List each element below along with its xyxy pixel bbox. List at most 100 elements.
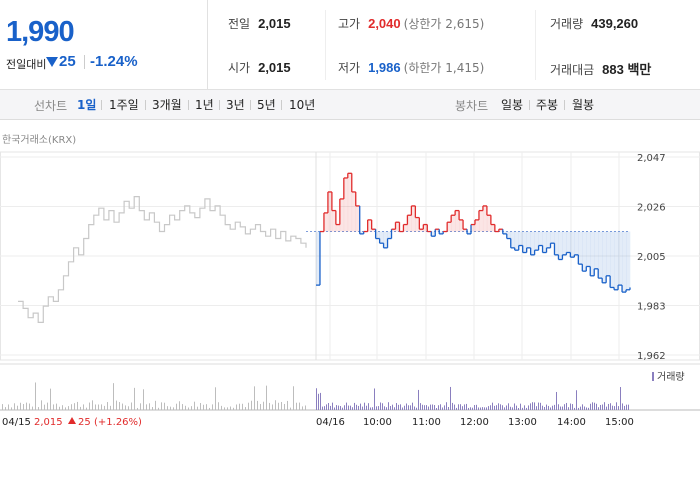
area-segment xyxy=(602,231,607,283)
area-segment xyxy=(411,205,416,232)
volume-bar xyxy=(318,393,319,410)
volume-bar xyxy=(408,405,409,410)
line-chart-label: 선차트 xyxy=(34,99,68,113)
volume-bar xyxy=(456,407,457,410)
tab-3m[interactable]: 3개월 xyxy=(152,98,182,112)
volume-bar xyxy=(478,407,479,410)
volume-bar xyxy=(56,403,57,410)
area-segment xyxy=(395,222,400,232)
current-price: 1,990 xyxy=(6,16,75,48)
volume-bar xyxy=(113,383,114,410)
volume-bar xyxy=(482,407,483,410)
volume-bar xyxy=(41,400,42,410)
volume-bar xyxy=(62,405,63,410)
area-segment xyxy=(618,231,623,286)
volume-bar xyxy=(83,404,84,410)
tab-daily[interactable]: 일봉 xyxy=(501,98,524,112)
volume-bar xyxy=(191,406,192,410)
tab-3y[interactable]: 3년 xyxy=(226,98,245,112)
prev-day-series xyxy=(18,196,307,323)
area-segment xyxy=(423,224,428,232)
volume-bar xyxy=(287,400,288,410)
volume-bar xyxy=(494,405,495,410)
volume-bar xyxy=(450,386,451,410)
area-segment xyxy=(558,231,563,260)
tab-1d[interactable]: 1일 xyxy=(77,98,97,112)
area-segment xyxy=(371,229,376,232)
area-segment xyxy=(379,231,384,244)
area-segment xyxy=(622,231,627,293)
area-segment xyxy=(474,219,480,232)
volume-bar xyxy=(462,406,463,410)
volume-bar xyxy=(296,402,297,410)
y-tick-label: 2,026 xyxy=(637,203,666,214)
tab-separator xyxy=(188,100,189,110)
volume-bar xyxy=(466,403,467,410)
volume-bar xyxy=(620,387,621,410)
area-segment xyxy=(610,231,615,288)
volume-bar xyxy=(534,402,535,410)
volume-bar xyxy=(538,402,539,410)
volume-legend-swatch xyxy=(652,372,654,381)
area-segment xyxy=(359,231,364,234)
volume-bar xyxy=(342,407,343,410)
y-tick-label: 1,962 xyxy=(637,351,666,362)
volume-bar xyxy=(488,406,489,410)
volume-bar xyxy=(568,407,569,410)
stat-open: 시가 2,015 xyxy=(228,59,291,76)
volume-bar xyxy=(376,406,377,410)
volume-bar xyxy=(89,402,90,410)
tab-10y[interactable]: 10년 xyxy=(289,98,316,112)
volume-bar xyxy=(458,404,459,410)
stat-value: 883 백만 xyxy=(602,62,652,77)
volume-bar xyxy=(293,386,294,410)
prev-day-change: 25 xyxy=(78,417,91,428)
volume-bar xyxy=(158,407,159,410)
volume-bar xyxy=(604,402,605,410)
volume-bar xyxy=(510,406,511,410)
volume-bar xyxy=(602,404,603,410)
prev-day-line xyxy=(18,196,307,323)
area-segment xyxy=(626,231,631,290)
tab-1w[interactable]: 1주일 xyxy=(109,98,139,112)
volume-bar xyxy=(442,407,443,410)
price-box: 1,990 전일대비 25 -1.24% xyxy=(0,0,208,90)
volume-bar xyxy=(140,403,141,410)
x-tick-label: 13:00 xyxy=(508,417,537,428)
volume-bar xyxy=(269,402,270,410)
tab-weekly[interactable]: 주봉 xyxy=(536,98,559,112)
tab-1y[interactable]: 1년 xyxy=(195,98,214,112)
area-segment xyxy=(562,231,567,255)
stat-value: 439,260 xyxy=(591,16,639,31)
stat-value: 1,986 xyxy=(368,60,401,75)
area-segment xyxy=(614,231,619,290)
volume-bar xyxy=(324,406,325,410)
volume-bar xyxy=(215,387,216,410)
area-segment xyxy=(490,224,496,232)
volume-bar xyxy=(44,404,45,410)
volume-bar xyxy=(584,406,585,410)
tab-monthly[interactable]: 월봉 xyxy=(572,98,595,112)
volume-bar xyxy=(29,403,30,410)
volume-bar xyxy=(116,400,117,410)
x-tick-label: 15:00 xyxy=(605,417,634,428)
volume-bar xyxy=(227,407,228,410)
volume-bar xyxy=(366,405,367,410)
volume-bar xyxy=(580,406,581,410)
volume-bar xyxy=(422,404,423,410)
volume-bar xyxy=(628,404,629,410)
volume-bar xyxy=(95,404,96,410)
tab-5y[interactable]: 5년 xyxy=(257,98,276,112)
volume-bar xyxy=(233,407,234,410)
volume-bar xyxy=(566,402,567,410)
area-segment xyxy=(327,191,333,232)
area-segment xyxy=(419,229,424,232)
volume-bar xyxy=(245,407,246,410)
stat-sub: (하한가 1,415) xyxy=(403,61,485,75)
volume-bar xyxy=(155,400,156,410)
volume-bar xyxy=(98,404,99,410)
volume-bar xyxy=(430,404,431,410)
volume-bar xyxy=(594,402,595,410)
volume-bar xyxy=(592,402,593,410)
volume-bar xyxy=(546,404,547,410)
